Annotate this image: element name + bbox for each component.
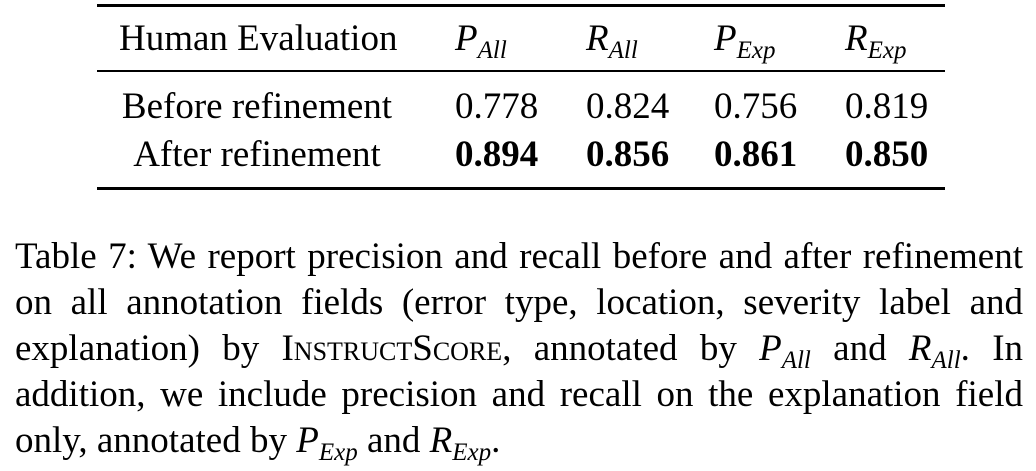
caption-text-2: , annotated by	[502, 328, 737, 369]
header-p-exp: PExp	[714, 18, 776, 64]
cell-after-r-all: 0.856	[586, 134, 670, 175]
header-r-exp: RExp	[845, 18, 907, 64]
caption-metric-p-all: PAll	[759, 328, 811, 374]
caption-end: .	[491, 420, 501, 461]
caption-and-1: and	[833, 328, 887, 369]
caption-text-3: . In addition, we include precision and …	[15, 328, 1024, 461]
caption-metric-p-exp: PExp	[296, 420, 358, 466]
table-caption: Table 7: We report precision and recall …	[15, 234, 1024, 466]
table-top-rule	[97, 4, 945, 7]
caption-and-2: and	[366, 420, 421, 461]
cell-after-r-exp: 0.850	[845, 134, 929, 175]
cell-before-r-all: 0.824	[586, 86, 670, 127]
caption-system-name: InstructScore	[281, 328, 503, 369]
cell-before-r-exp: 0.819	[845, 86, 929, 127]
header-r-all: RAll	[586, 18, 638, 64]
caption-metric-r-all: RAll	[908, 328, 961, 374]
caption-text-1: We report precision and recall before an…	[15, 236, 1023, 369]
row-label-after: After refinement	[133, 134, 381, 175]
caption-metric-r-exp: RExp	[429, 420, 492, 466]
caption-table-label: Table 7:	[15, 236, 137, 277]
cell-before-p-all: 0.778	[455, 86, 539, 127]
cell-before-p-exp: 0.756	[714, 86, 798, 127]
header-label: Human Evaluation	[119, 18, 398, 59]
header-p-all: PAll	[455, 18, 507, 64]
table-header-rule	[97, 70, 945, 72]
cell-after-p-all: 0.894	[455, 134, 539, 175]
table-bottom-rule	[97, 187, 945, 190]
cell-after-p-exp: 0.861	[714, 134, 798, 175]
row-label-before: Before refinement	[121, 86, 393, 127]
